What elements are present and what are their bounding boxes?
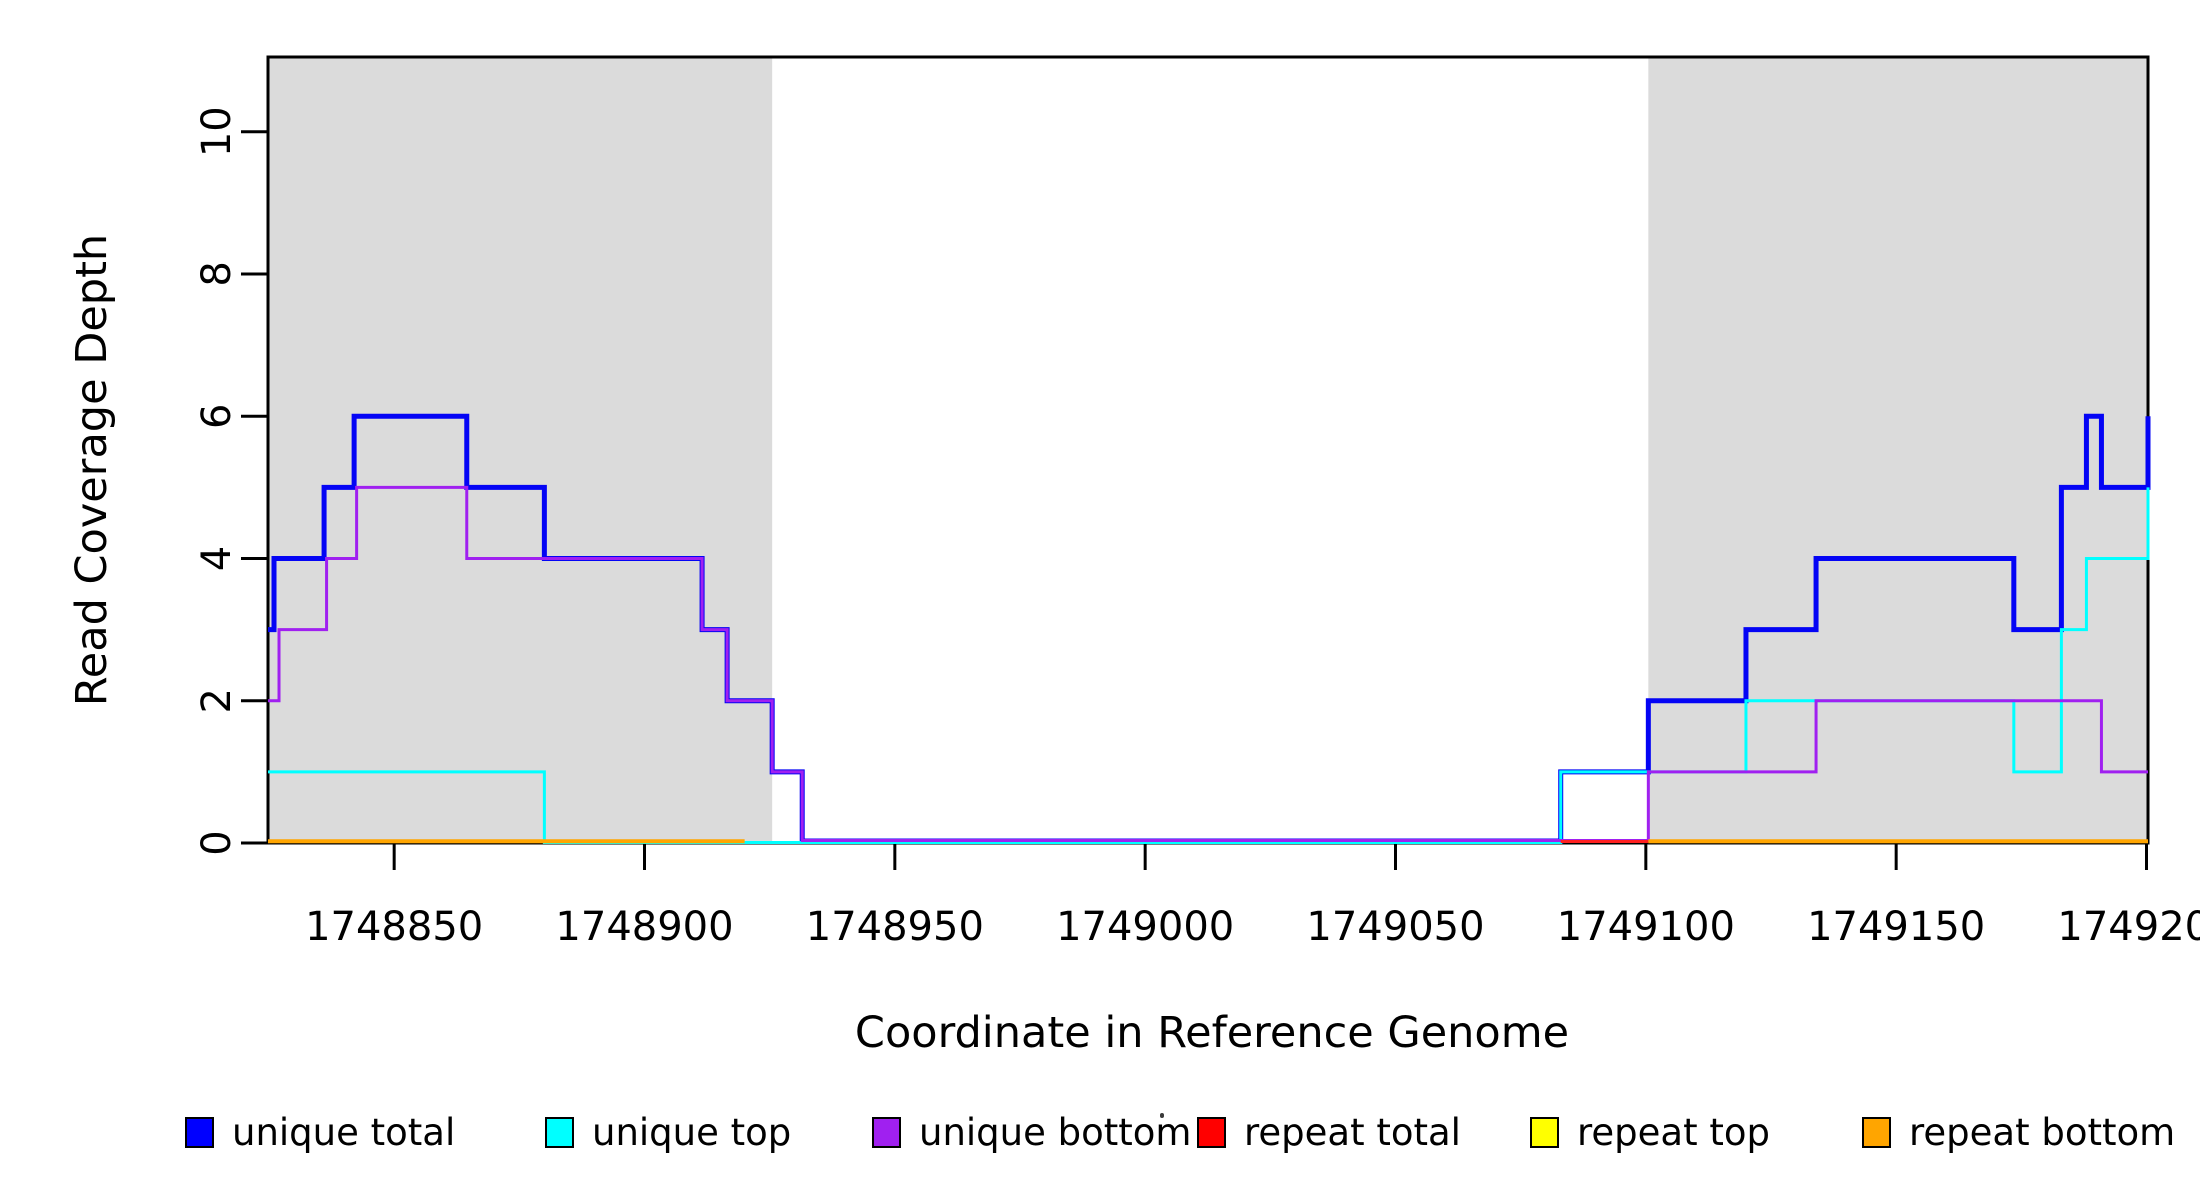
legend-swatch-repeat-bottom [1862, 1116, 1891, 1148]
legend-swatch-repeat-total [1197, 1116, 1226, 1148]
repeat-region-right [1648, 58, 2148, 843]
x-tick-label: 1748950 [806, 904, 984, 950]
y-tick-label: 0 [194, 830, 240, 855]
legend-swatch-unique-top [545, 1116, 574, 1148]
legend-item-repeat-bottom: repeat bottom [1862, 1110, 2176, 1154]
x-tick-label: 1748900 [555, 904, 733, 950]
legend-swatch-unique-bottom [872, 1116, 901, 1148]
legend: unique total unique top unique bottom repea… [0, 0, 2200, 1154]
artifact-dot [1160, 1113, 1164, 1118]
y-tick-label: 6 [194, 403, 240, 428]
y-tick-label: 8 [194, 261, 240, 286]
repeat-region-left [268, 58, 773, 843]
legend-label: unique total [232, 1110, 456, 1154]
legend-swatch-repeat-top [1530, 1116, 1559, 1148]
legend-item-unique-total: unique total [185, 1110, 456, 1154]
legend-label: repeat total [1244, 1110, 1461, 1154]
x-tick-label: 1749100 [1557, 904, 1735, 950]
y-tick-label: 2 [194, 688, 240, 713]
legend-label: repeat bottom [1909, 1110, 2176, 1154]
x-tick-label: 1748850 [305, 904, 483, 950]
legend-item-unique-bottom: unique bottom [872, 1110, 1192, 1154]
legend-item-unique-top: unique top [545, 1110, 792, 1154]
y-axis-title: Read Coverage Depth [67, 233, 117, 707]
x-tick-label: 1749050 [1306, 904, 1484, 950]
series-line-unique-bottom [268, 485, 2148, 842]
legend-item-repeat-total: repeat total [1197, 1110, 1461, 1154]
legend-label: unique bottom [919, 1110, 1192, 1154]
legend-label: repeat top [1577, 1110, 1770, 1154]
legend-swatch-unique-total [185, 1116, 214, 1148]
legend-label: unique top [592, 1110, 792, 1154]
x-tick-label: 1749150 [1807, 904, 1985, 950]
x-tick-label: 1749000 [1056, 904, 1234, 950]
y-tick-label: 4 [194, 546, 240, 571]
x-axis-title: Coordinate in Reference Genome [854, 1008, 1570, 1058]
y-tick-label: 10 [194, 106, 240, 157]
legend-item-repeat-top: repeat top [1530, 1110, 1770, 1154]
